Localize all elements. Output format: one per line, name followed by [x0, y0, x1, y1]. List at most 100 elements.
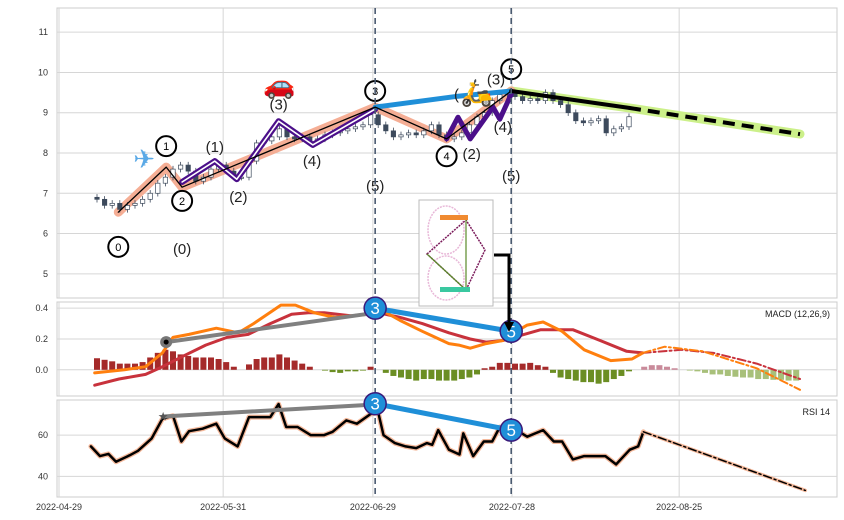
pointer-arrowhead	[504, 322, 514, 332]
macd-histogram-bar	[253, 359, 260, 370]
candle-body	[383, 124, 389, 132]
price-tick-label: 7	[43, 188, 48, 198]
macd-histogram-bar	[420, 369, 427, 380]
rsi-gray-divergence-line	[161, 402, 378, 419]
macd-histogram-bar	[299, 363, 306, 370]
macd-panel-frame	[56, 301, 838, 397]
candle-body	[618, 126, 624, 130]
wave-circle-label	[171, 189, 194, 212]
wave-paren-label: (2)	[463, 146, 481, 163]
primary-wave-line	[117, 90, 512, 213]
date-tick-label: 2022-07-28	[489, 502, 535, 512]
candle-body	[117, 202, 123, 210]
macd-histogram-bar	[185, 355, 192, 370]
blue-trend-line	[372, 88, 514, 110]
wave-paren-label: (	[454, 87, 459, 104]
price-tick-label: 8	[43, 148, 48, 158]
wave-paren-label: (1)	[206, 139, 224, 156]
macd-histogram-bar	[626, 369, 632, 372]
macd-histogram-bar	[360, 369, 366, 371]
candle-body	[147, 192, 153, 200]
macd-blue-divergence-line	[372, 305, 514, 334]
macd-signal-forecast-line	[641, 348, 801, 380]
macd-histogram-bar	[352, 369, 359, 372]
macd-histogram-bar	[200, 357, 207, 370]
macd-histogram-bar	[291, 360, 298, 370]
wave-paren-label: (3)	[269, 96, 287, 113]
date-tick-label: 2022-08-25	[656, 502, 702, 512]
macd-histogram-bar	[694, 369, 701, 372]
macd-histogram-bar	[656, 365, 663, 370]
macd-forecast-line	[641, 345, 801, 391]
macd-histogram-bar	[428, 369, 435, 380]
macd-histogram-bar	[762, 369, 769, 380]
macd-histogram-bar	[793, 369, 800, 381]
macd-histogram-bar	[116, 363, 123, 370]
candle-body	[573, 112, 579, 122]
macd-histogram-bar	[648, 365, 655, 370]
macd-histogram-bar	[306, 366, 313, 370]
rsi-forecast-line	[642, 431, 807, 492]
macd-histogram-bar	[322, 369, 328, 371]
roller-coaster-inset-image	[418, 199, 494, 307]
macd-histogram-bar	[755, 369, 762, 380]
macd-histogram-bar	[177, 354, 184, 370]
candle-body	[428, 124, 434, 132]
wave-circle-label	[155, 135, 178, 158]
wave-circle-label-text: 1	[163, 141, 169, 153]
macd-wave-badge-text: 3	[370, 299, 379, 318]
wave-circle-label	[107, 235, 130, 258]
macd-histogram-bar	[367, 366, 374, 370]
macd-histogram-bar	[724, 369, 731, 376]
candle-body	[527, 98, 533, 101]
macd-tick-label: 0.0	[35, 365, 48, 375]
macd-histogram-bar	[519, 363, 526, 370]
macd-histogram-bar	[109, 361, 116, 370]
macd-wave-badge	[499, 319, 523, 344]
macd-histogram-bar	[466, 369, 473, 378]
price-tick-label: 11	[39, 27, 48, 37]
candle-body	[535, 98, 541, 101]
macd-line	[93, 303, 645, 375]
macd-histogram-bar	[603, 369, 610, 383]
wave-paren-label: (3)	[487, 71, 505, 88]
macd-histogram-bar	[588, 369, 594, 383]
macd-histogram-bar	[732, 369, 739, 377]
macd-histogram-bar	[405, 369, 412, 380]
macd-histogram-bar	[512, 363, 518, 370]
macd-histogram-bar	[770, 369, 777, 380]
wave-paren-label: (2)	[229, 189, 247, 206]
candle-body	[611, 128, 617, 134]
candle-body	[162, 176, 168, 184]
candle-body	[588, 120, 594, 124]
price-tick-label: 10	[38, 67, 48, 77]
pointer-arrow	[494, 253, 511, 328]
macd-histogram-bar	[740, 369, 746, 378]
candle-body	[406, 132, 412, 136]
macd-histogram-bar	[527, 362, 534, 370]
rsi-divergence-star-icon: ★	[158, 410, 169, 424]
macd-histogram-bar	[208, 357, 214, 370]
candle-body	[398, 134, 404, 138]
macd-histogram-bar	[686, 369, 693, 371]
macd-histogram-bar	[284, 357, 290, 370]
candle-body	[603, 118, 609, 134]
macd-histogram-bar	[671, 368, 678, 370]
wave-circle-label-text: 0	[115, 242, 121, 254]
macd-histogram-bar	[261, 357, 268, 370]
intermediate-wave-b-outline	[444, 91, 514, 142]
candle-body	[94, 196, 100, 200]
macd-histogram-bar	[443, 369, 450, 381]
candle-body	[345, 128, 351, 132]
candle-body	[451, 136, 457, 140]
macd-histogram-bar	[618, 369, 625, 376]
wave-circle-label	[435, 145, 458, 168]
candle-body	[140, 198, 146, 204]
macd-histogram-bar	[641, 366, 648, 370]
scooter-icon: 🛵	[461, 78, 493, 109]
candle-body	[269, 136, 275, 142]
macd-histogram-bar	[230, 366, 237, 370]
macd-histogram-bar	[534, 365, 541, 370]
wave-paren-label: (0)	[173, 241, 191, 258]
